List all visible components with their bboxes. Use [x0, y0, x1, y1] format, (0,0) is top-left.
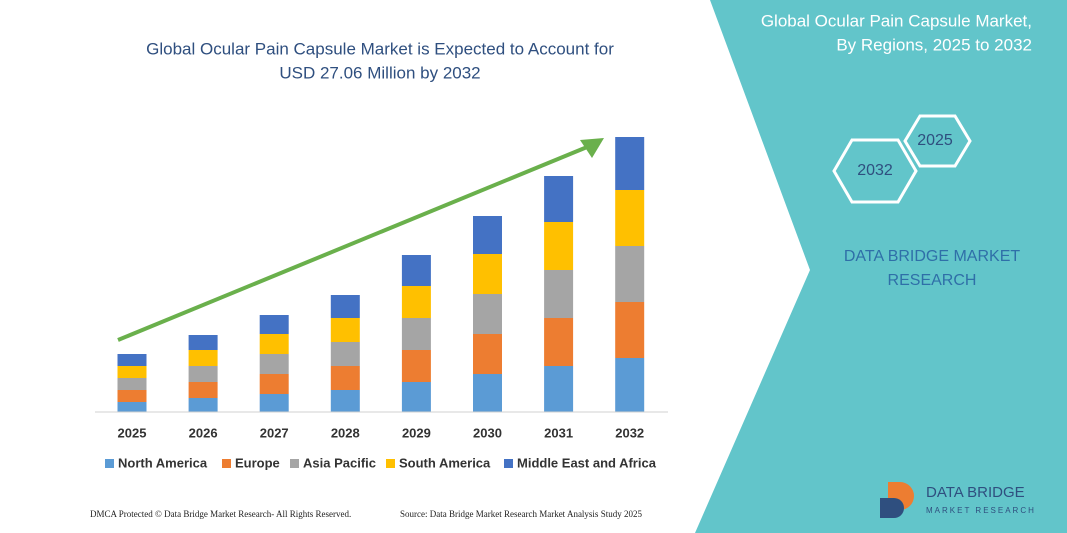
bar-segment: [544, 270, 574, 318]
bar-segment: [401, 286, 431, 318]
x-tick-label: 2028: [331, 425, 360, 440]
bar-segment: [473, 216, 502, 254]
chart-title: USD 27.06 Million by 2032: [279, 63, 480, 82]
bar-segment: [401, 382, 431, 412]
footer-right: Source: Data Bridge Market Research Mark…: [400, 509, 642, 519]
bar-segment: [544, 366, 574, 412]
badge: 2025: [917, 132, 953, 149]
plot: 2025 2026 2027 2028 2029 2030 2031 2032 North Am…: [95, 137, 668, 470]
legend-label: Europe: [235, 455, 280, 470]
bar-segment: [615, 358, 645, 412]
bar-segment: [330, 318, 360, 342]
bar-segment: [330, 366, 360, 390]
legend-swatch: [386, 459, 395, 468]
bar-segment: [259, 394, 289, 412]
bar-segment: [615, 137, 645, 190]
brand: DATA BRIDGE MARKET: [844, 248, 1021, 265]
trend-arrow-head: [580, 138, 604, 158]
badge: 2032: [857, 162, 893, 179]
trend-arrow: [117, 143, 593, 342]
bar-segment: [473, 374, 502, 412]
legend-swatch: [222, 459, 231, 468]
bar-segment: [615, 246, 645, 302]
bar-segment: [401, 255, 431, 286]
badge-hexagon: [903, 114, 972, 168]
bar-segment: [188, 366, 218, 382]
bar-segment: [117, 390, 147, 402]
bar-segment: [615, 190, 645, 246]
x-tick-label: 2032: [615, 425, 644, 440]
x-tick-label: 2025: [118, 425, 147, 440]
chart-title: Global Ocular Pain Capsule Market is Exp…: [146, 39, 614, 58]
brand: RESEARCH: [888, 272, 977, 289]
bar-segment: [473, 334, 502, 374]
legend-label: South America: [399, 455, 491, 470]
bar-segment: [544, 176, 574, 222]
bar-segment: [259, 374, 289, 394]
legend-label: Asia Pacific: [303, 455, 376, 470]
legend-label: North America: [118, 455, 208, 470]
bar-segment: [259, 315, 289, 334]
x-tick-label: 2026: [189, 425, 218, 440]
badge-hexagon: [832, 138, 918, 204]
bar-segment: [117, 366, 147, 378]
legend-swatch: [504, 459, 513, 468]
logo-mark: [880, 498, 904, 518]
footer-left: DMCA Protected © Data Bridge Market Rese…: [90, 509, 351, 519]
x-tick-label: 2031: [544, 425, 573, 440]
legend-swatch: [105, 459, 114, 468]
bar-segment: [188, 382, 218, 398]
bar-segment: [259, 354, 289, 374]
x-tick-label: 2030: [473, 425, 502, 440]
bar-segment: [473, 294, 502, 334]
bar-segment: [117, 354, 147, 366]
bar-segment: [259, 334, 289, 354]
bar-segment: [117, 378, 147, 390]
side-panel: [695, 0, 1067, 533]
bar-segment: [330, 390, 360, 412]
panel-title: Global Ocular Pain Capsule Market,: [761, 11, 1032, 30]
bar-segment: [188, 398, 218, 412]
logo-name: DATA BRIDGE: [926, 484, 1025, 501]
bar-segment: [330, 295, 360, 318]
bar-segment: [330, 342, 360, 366]
bar-segment: [401, 350, 431, 382]
bar-segment: [544, 318, 574, 366]
x-tick-label: 2027: [260, 425, 289, 440]
panel-title: By Regions, 2025 to 2032: [836, 35, 1032, 54]
legend-swatch: [290, 459, 299, 468]
bar-segment: [401, 318, 431, 350]
bar-segment: [544, 222, 574, 270]
logo-tagline: MARKET RESEARCH: [926, 506, 1036, 515]
legend-label: Middle East and Africa: [517, 455, 657, 470]
bar-segment: [117, 402, 147, 412]
bar-segment: [473, 254, 502, 294]
bar-segment: [188, 350, 218, 366]
bar-segment: [615, 302, 645, 358]
bar-segment: [188, 335, 218, 350]
x-tick-label: 2029: [402, 425, 431, 440]
